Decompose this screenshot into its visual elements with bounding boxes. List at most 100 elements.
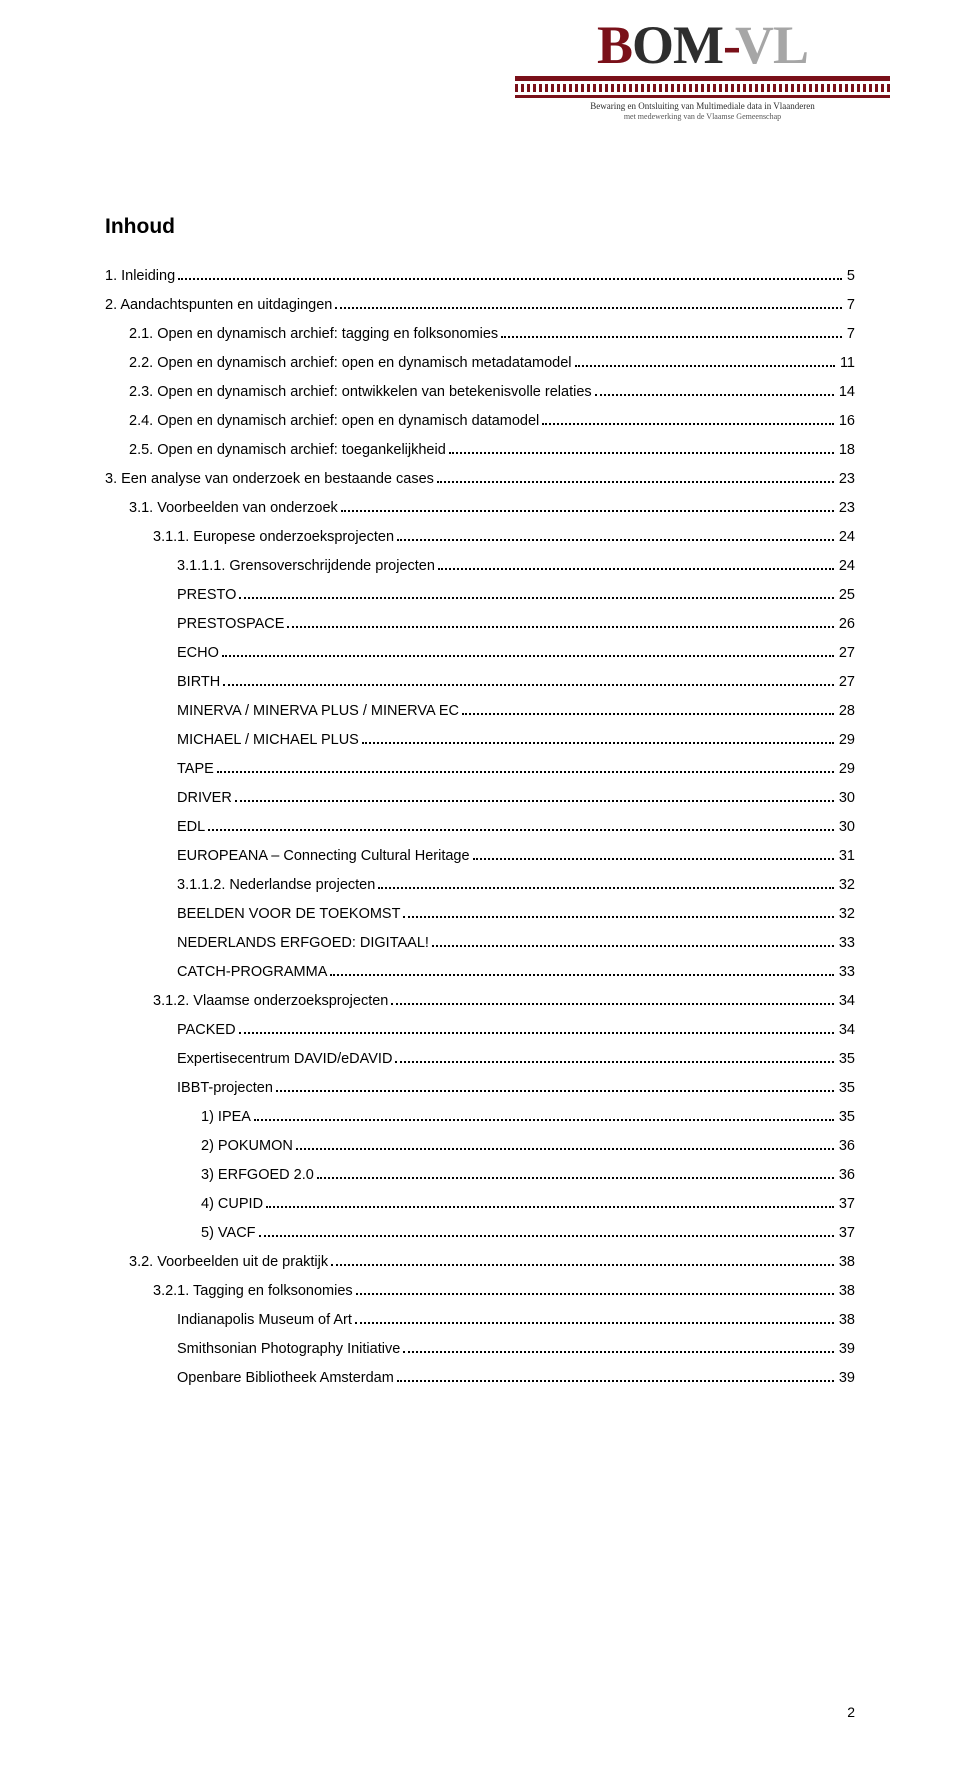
content-area: Inhoud 1. Inleiding 5 2. Aandachtspunten e… [105,215,855,1400]
toc-entry[interactable]: MINERVA / MINERVA PLUS / MINERVA EC28 [105,704,855,719]
logo-tagline-line1: Bewaring en Ontsluiting van Multimediale… [515,101,890,112]
toc-entry-page: 33 [837,936,855,951]
toc-entry[interactable]: NEDERLANDS ERFGOED: DIGITAAL! 33 [105,936,855,951]
toc-entry-text: PACKED [177,1023,236,1038]
page-title: Inhoud [105,215,855,239]
logo-bars [515,76,890,98]
toc-entry[interactable]: Expertisecentrum DAVID/eDAVID35 [105,1052,855,1067]
toc-leader [335,307,842,309]
toc-entry-page: 5 [845,269,855,284]
toc-entry[interactable]: 4) CUPID 37 [105,1197,855,1212]
toc-entry[interactable]: 2.4. Open en dynamisch archief: open en … [105,414,855,429]
logo-letter-b: B [597,15,632,75]
toc-entry[interactable]: 3.1. Voorbeelden van onderzoek23 [105,501,855,516]
logo-letters-om: OM [632,15,723,75]
toc-entry-page: 33 [837,965,855,980]
toc-leader [254,1119,834,1121]
toc-leader [341,510,834,512]
toc-leader [395,1061,833,1063]
toc-entry[interactable]: BIRTH27 [105,675,855,690]
toc-entry[interactable]: PRESTOSPACE26 [105,617,855,632]
toc-entry[interactable]: 1. Inleiding 5 [105,269,855,284]
logo-letters-vl: VL [735,15,808,75]
toc-entry[interactable]: 2) POKUMON36 [105,1139,855,1154]
toc-entry-text: 3.1.2. Vlaamse onderzoeksprojecten [153,994,388,1009]
toc-entry[interactable]: BEELDEN VOOR DE TOEKOMST32 [105,907,855,922]
logo-bar-thin [515,95,890,98]
toc-leader [276,1090,834,1092]
toc-entry-page: 16 [837,414,855,429]
toc-entry[interactable]: TAPE29 [105,762,855,777]
toc-entry[interactable]: 5) VACF 37 [105,1226,855,1241]
toc-entry-text: 1. Inleiding [105,269,175,284]
toc-entry-text: 2.4. Open en dynamisch archief: open en … [129,414,539,429]
toc-entry-page: 30 [837,791,855,806]
toc-entry-page: 7 [845,298,855,313]
toc-entry-text: NEDERLANDS ERFGOED: DIGITAAL! [177,936,429,951]
toc-leader [287,626,833,628]
toc-entry[interactable]: 3) ERFGOED 2.036 [105,1168,855,1183]
toc-entry[interactable]: PRESTO25 [105,588,855,603]
toc-entry-text: 3.1. Voorbeelden van onderzoek [129,501,338,516]
toc-entry[interactable]: Smithsonian Photography Initiative39 [105,1342,855,1357]
toc-entry-text: MINERVA / MINERVA PLUS / MINERVA EC [177,704,459,719]
toc-entry-page: 34 [837,1023,855,1038]
toc-entry[interactable]: ECHO27 [105,646,855,661]
toc-leader [403,1351,834,1353]
toc-entry[interactable]: 3.1.1. Europese onderzoeksprojecten24 [105,530,855,545]
toc-entry[interactable]: EUROPEANA – Connecting Cultural Heritage… [105,849,855,864]
toc-leader [317,1177,834,1179]
toc-entry-text: 3. Een analyse van onderzoek en bestaand… [105,472,434,487]
toc-leader [501,336,842,338]
toc-leader [397,539,834,541]
toc-entry[interactable]: 2.5. Open en dynamisch archief: toeganke… [105,443,855,458]
toc-entry[interactable]: 3.1.2. Vlaamse onderzoeksprojecten34 [105,994,855,1009]
toc-entry-text: PRESTO [177,588,236,603]
toc-entry[interactable]: EDL30 [105,820,855,835]
logo-bar-striped [515,84,890,92]
toc-leader [208,829,834,831]
toc-entry[interactable]: 2. Aandachtspunten en uitdagingen 7 [105,298,855,313]
toc-entry[interactable]: 3.2. Voorbeelden uit de praktijk38 [105,1255,855,1270]
toc-leader [542,423,834,425]
toc-entry[interactable]: Indianapolis Museum of Art38 [105,1313,855,1328]
toc-entry[interactable]: PACKED 34 [105,1023,855,1038]
toc-entry[interactable]: Openbare Bibliotheek Amsterdam39 [105,1371,855,1386]
toc-entry-page: 24 [837,559,855,574]
toc-entry[interactable]: 3. Een analyse van onderzoek en bestaand… [105,472,855,487]
toc-entry-page: 27 [837,675,855,690]
toc-entry-page: 7 [845,327,855,342]
toc-entry[interactable]: 2.2. Open en dynamisch archief: open en … [105,356,855,371]
toc-leader [222,655,834,657]
toc-entry[interactable]: DRIVER30 [105,791,855,806]
toc-leader [575,365,835,367]
toc-entry-text: EUROPEANA – Connecting Cultural Heritage [177,849,470,864]
toc-entry[interactable]: 1) IPEA35 [105,1110,855,1125]
toc-entry[interactable]: 3.1.1.2. Nederlandse projecten32 [105,878,855,893]
toc-entry-page: 37 [837,1226,855,1241]
toc-entry[interactable]: CATCH-PROGRAMMA33 [105,965,855,980]
toc-leader [330,974,833,976]
toc-entry-text: ECHO [177,646,219,661]
toc-entry-text: IBBT-projecten [177,1081,273,1096]
logo: BOM-VL Bewaring en Ontsluiting van Multi… [515,18,890,122]
toc-entry-text: 5) VACF [201,1226,256,1241]
toc-entry-text: 3) ERFGOED 2.0 [201,1168,314,1183]
toc-entry-text: 4) CUPID [201,1197,263,1212]
toc-entry-page: 37 [837,1197,855,1212]
toc-entry[interactable]: IBBT-projecten35 [105,1081,855,1096]
toc-entry[interactable]: 3.1.1.1. Grensoverschrijdende projecten2… [105,559,855,574]
toc-entry[interactable]: 2.1. Open en dynamisch archief: tagging … [105,327,855,342]
toc-entry[interactable]: MICHAEL / MICHAEL PLUS29 [105,733,855,748]
toc-entry-text: 2. Aandachtspunten en uitdagingen [105,298,332,313]
toc-entry-text: EDL [177,820,205,835]
toc-entry-page: 18 [837,443,855,458]
toc-entry[interactable]: 3.2.1. Tagging en folksonomies38 [105,1284,855,1299]
toc-entry[interactable]: 2.3. Open en dynamisch archief: ontwikke… [105,385,855,400]
toc-entry-page: 11 [838,356,855,371]
toc-leader [397,1380,834,1382]
toc-entry-page: 26 [837,617,855,632]
toc-entry-page: 39 [837,1371,855,1386]
toc-leader [223,684,834,686]
toc-leader [239,1032,834,1034]
